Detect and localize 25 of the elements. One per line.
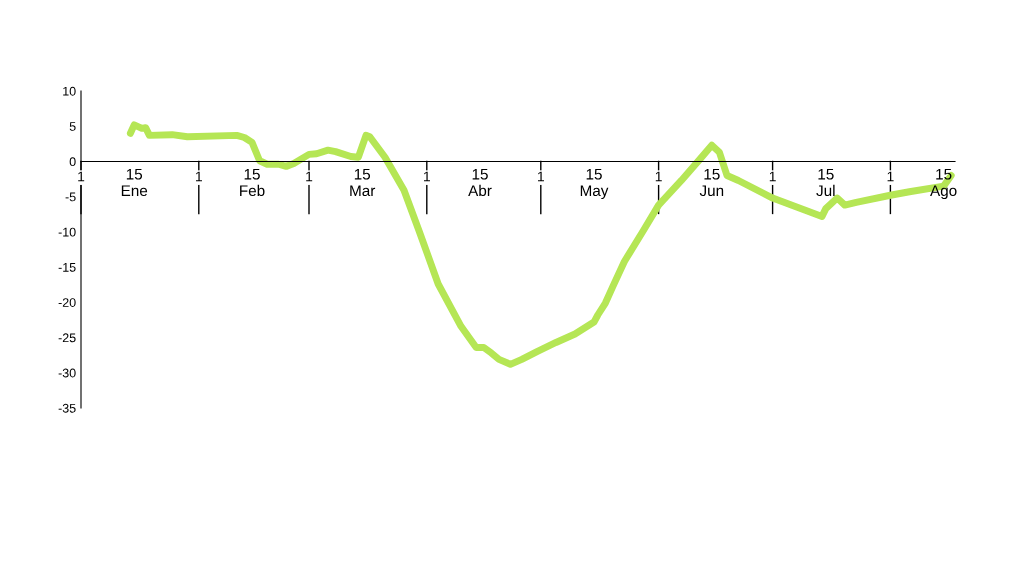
x-tick-label: 15 Abr <box>468 168 492 197</box>
x-tick-label: 1 <box>196 171 202 182</box>
x-tick-label: 15 May <box>580 168 609 200</box>
y-tick-label: 0 <box>69 157 76 167</box>
x-tick-label: 15 Jun <box>699 168 724 197</box>
x-tick-label: 1 <box>424 171 430 182</box>
x-tick-label: 1 <box>306 171 313 182</box>
y-tick-label: -10 <box>58 227 76 237</box>
y-tick-label: 5 <box>69 122 76 131</box>
x-tick-label: 15 Mar <box>350 168 376 197</box>
x-tick-label: 15 Ene <box>121 168 148 197</box>
x-tick-label: 1 <box>769 171 776 182</box>
y-tick-label: -15 <box>58 263 76 272</box>
y-tick-label: 10 <box>63 86 76 96</box>
x-tick-label: 15 Feb <box>240 168 265 197</box>
x-tick-label: 15 Jul <box>816 168 835 197</box>
y-tick-label: -5 <box>65 192 76 202</box>
x-tick-label: 1 <box>538 171 544 182</box>
y-tick-label: -30 <box>58 368 76 378</box>
x-tick-label: 1 <box>887 171 894 182</box>
y-tick-label: -25 <box>58 333 76 343</box>
x-tick-label: 1 <box>655 171 662 182</box>
y-tick-label: -35 <box>58 403 76 413</box>
y-tick-label: -20 <box>58 298 76 307</box>
x-tick-label: 1 <box>78 171 85 182</box>
